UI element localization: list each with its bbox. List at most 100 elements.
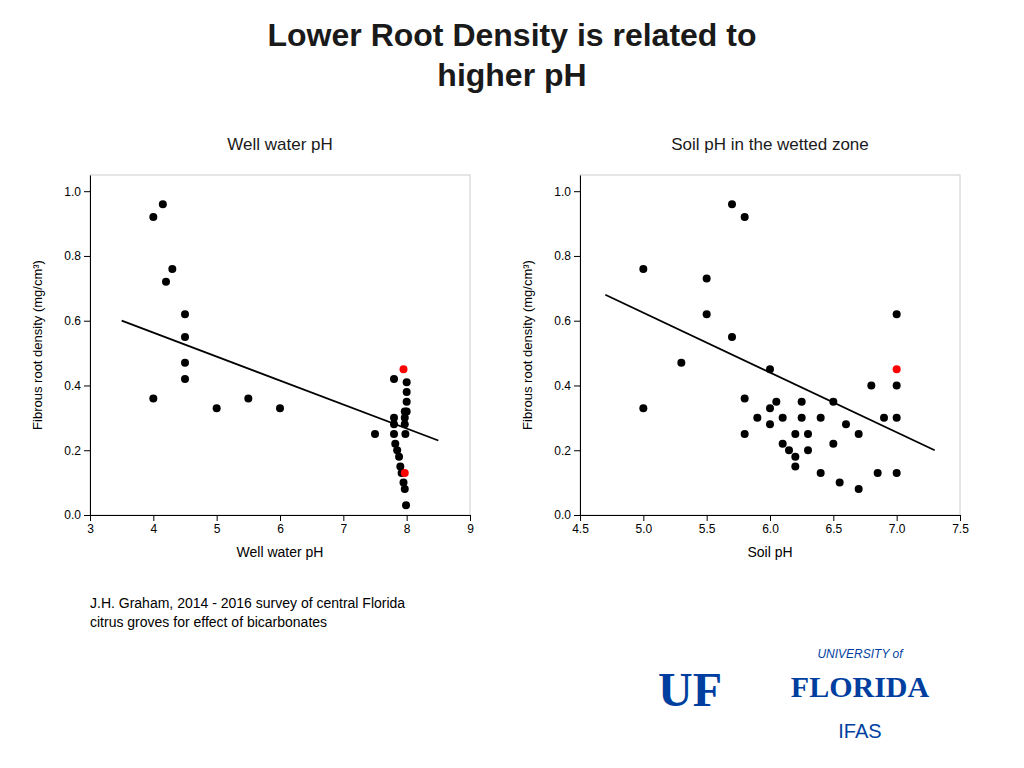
tick-label: 0.8 [554,249,571,263]
tick: 6 [277,515,284,536]
tick-mark [770,515,771,521]
chart: Well water pH34567890.00.20.40.60.81.0We… [30,135,474,560]
tick-mark [84,321,90,322]
tick: 5.0 [635,515,652,536]
point [244,394,252,402]
tick-mark [84,385,90,386]
tick: 9 [467,515,474,536]
tick-mark [574,256,580,257]
tick-label: 7.0 [889,522,906,536]
point [181,310,189,318]
point [181,375,189,383]
tick-mark [84,191,90,192]
point [703,310,711,318]
tick-mark [84,515,90,516]
footnote-line: J.H. Graham, 2014 - 2016 survey of centr… [90,595,405,611]
point [817,469,825,477]
tick-mark [84,256,90,257]
trend-line [605,295,934,450]
point [829,440,837,448]
point [639,404,647,412]
point [893,310,901,318]
point [639,265,647,273]
chart-root: Lower Root Density is related tohigher p… [0,0,1024,768]
point [403,378,411,386]
tick: 4 [150,515,157,536]
point [791,430,799,438]
tick-label: 5.5 [699,522,716,536]
point [401,485,409,493]
point [276,404,284,412]
tick: 7.0 [889,515,906,536]
tick: 7.5 [952,515,969,536]
tick: 0.0 [64,508,90,522]
point [766,420,774,428]
tick: 0.6 [64,314,90,328]
point [880,414,888,422]
point [893,469,901,477]
tick-mark [574,515,580,516]
point [804,430,812,438]
tick-mark [574,385,580,386]
subtitle: Well water pH [227,135,333,154]
tick-mark [707,515,708,521]
point [395,453,403,461]
plot-area [605,200,934,493]
logo: UFUNIVERSITY ofFLORIDAIFAS [658,647,929,742]
tick-mark [217,515,218,521]
tick: 0.2 [554,444,580,458]
axis-domain [90,176,91,516]
tick-mark [84,450,90,451]
point [753,414,761,422]
tick-mark [90,515,91,521]
y-axis: 0.00.20.40.60.81.0 [554,176,580,523]
tick-label: 0.2 [554,444,571,458]
tick: 0.4 [64,379,90,393]
y-axis-title: Fibrous root density (mg/cm³) [520,260,535,430]
point [168,265,176,273]
tick-label: 7 [340,522,347,536]
tick-mark [833,515,834,521]
tick-label: 4.5 [572,522,589,536]
point [785,446,793,454]
x-axis-title: Well water pH [237,544,324,560]
tick-label: 0.8 [64,249,81,263]
point [401,430,409,438]
point [400,365,408,373]
tick-label: 5.0 [635,522,652,536]
tick-label: 1.0 [554,185,571,199]
tick-mark [574,321,580,322]
point [791,462,799,470]
trend-line [122,321,439,441]
tick-mark [643,515,644,521]
tick-label: 1.0 [64,185,81,199]
title: Lower Root Density is related to [268,17,757,53]
point [893,381,901,389]
tick: 7 [340,515,347,536]
point [390,430,398,438]
tick-label: 3 [87,522,94,536]
footnote-line: citrus groves for effect of bicarbonates [90,614,327,630]
tick-mark [407,515,408,521]
point [855,485,863,493]
point [149,394,157,402]
point [741,394,749,402]
footnote: J.H. Graham, 2014 - 2016 survey of centr… [90,595,405,630]
tick-label: 7.5 [952,522,969,536]
point [181,333,189,341]
x-axis-title: Soil pH [747,544,792,560]
point [798,398,806,406]
tick: 0.2 [64,444,90,458]
tick-label: 0.6 [554,314,571,328]
point [855,430,863,438]
point [677,359,685,367]
tick-label: 0.6 [64,314,81,328]
point [390,420,398,428]
point [401,469,409,477]
tick: 0.6 [554,314,580,328]
point [779,414,787,422]
tick: 3 [87,515,94,536]
tick-label: 0.0 [64,508,81,522]
tick-label: 8 [404,522,411,536]
logo-text: UNIVERSITY of [817,647,904,661]
